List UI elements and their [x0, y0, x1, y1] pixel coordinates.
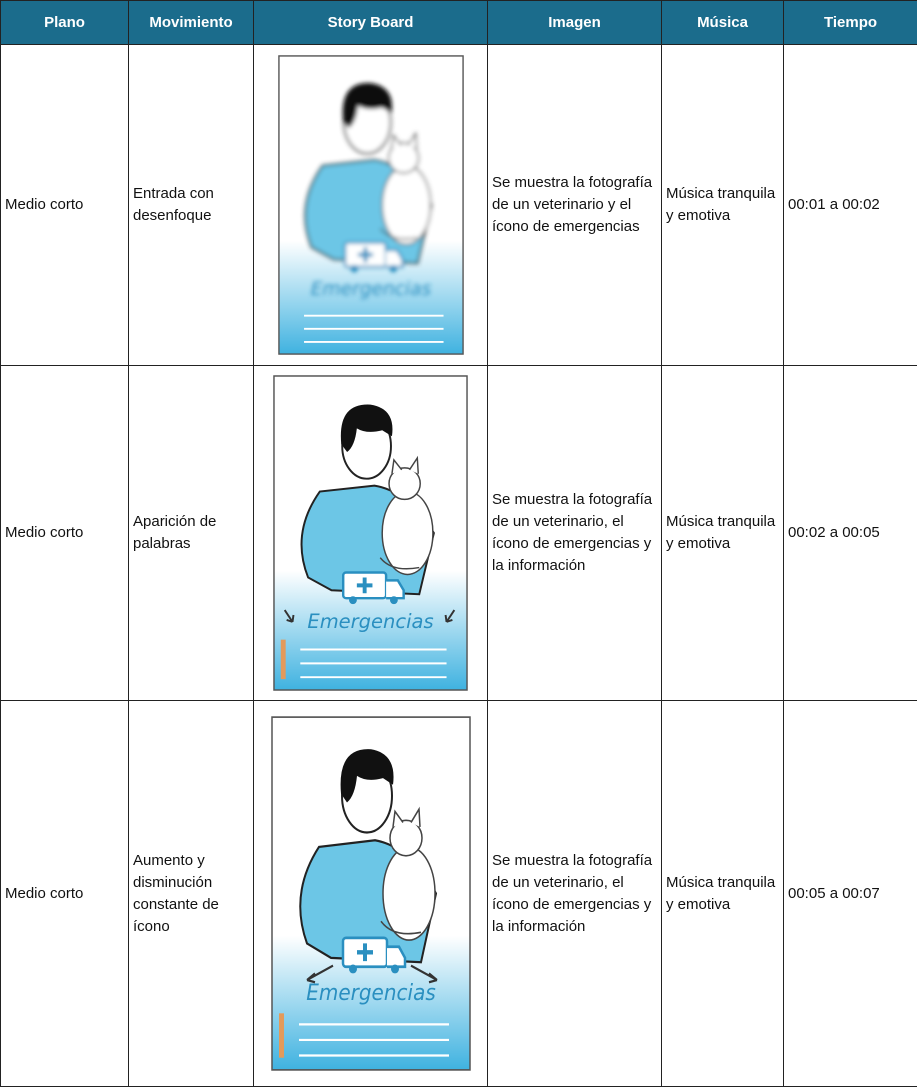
storyboard-image: Emergencias	[271, 716, 471, 1071]
plano-cell: Medio corto	[1, 701, 129, 1087]
header-cell: Plano	[1, 1, 129, 45]
storyboard-caption: Emergencias	[306, 979, 435, 1005]
tiempo-cell: 00:01 a 00:02	[784, 45, 917, 366]
header-cell: Tiempo	[784, 1, 917, 45]
header-cell: Música	[662, 1, 784, 45]
storyboard-cell: Emergencias	[254, 366, 488, 701]
storyboard-cell: Emergencias	[254, 45, 488, 366]
tiempo-cell: 00:02 a 00:05	[784, 366, 917, 701]
musica-cell: Música tranquila y emotiva	[662, 45, 784, 366]
imagen-cell: Se muestra la fotografía de un veterinar…	[488, 366, 662, 701]
musica-cell: Música tranquila y emotiva	[662, 366, 784, 701]
storyboard-cell: Emergencias	[254, 701, 488, 1087]
movimiento-cell: Aumento y disminución constante de ícono	[129, 701, 254, 1087]
storyboard-caption: Emergencias	[307, 610, 433, 633]
illustration-shape	[349, 596, 357, 604]
illustration-shape	[389, 265, 396, 273]
header-cell: Movimiento	[129, 1, 254, 45]
imagen-cell: Se muestra la fotografía de un veterinar…	[488, 45, 662, 366]
header-cell: Imagen	[488, 1, 662, 45]
illustration-shape	[390, 596, 398, 604]
illustration-shape	[391, 965, 399, 974]
illustration-shape	[279, 1013, 284, 1057]
header-cell: Story Board	[254, 1, 488, 45]
movimiento-cell: Aparición de palabras	[129, 366, 254, 701]
imagen-cell: Se muestra la fotografía de un veterinar…	[488, 701, 662, 1087]
storyboard-image: Emergencias	[273, 375, 468, 691]
illustration-shape	[281, 640, 286, 680]
musica-cell: Música tranquila y emotiva	[662, 701, 784, 1087]
storyboard-caption: Emergencias	[310, 279, 431, 300]
illustration-shape	[383, 847, 435, 940]
illustration-shape	[382, 166, 430, 245]
illustration-shape	[349, 965, 357, 974]
plano-cell: Medio corto	[1, 366, 129, 701]
illustration-shape	[350, 265, 357, 273]
tiempo-cell: 00:05 a 00:07	[784, 701, 917, 1087]
plano-cell: Medio corto	[1, 45, 129, 366]
movimiento-cell: Entrada con desenfoque	[129, 45, 254, 366]
storyboard-image: Emergencias	[278, 55, 464, 355]
illustration-shape	[382, 492, 433, 575]
